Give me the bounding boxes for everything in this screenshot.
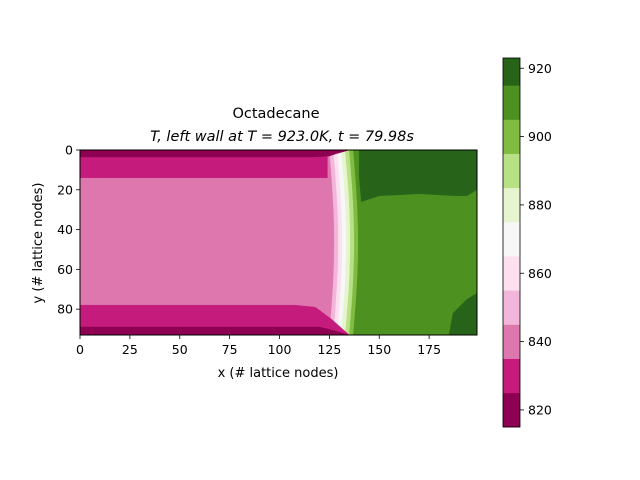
x-tick-label: 175: [417, 342, 441, 357]
contour-band-915-923-corner: [448, 292, 477, 335]
x-axis: 0 25 50 75 100 125 150 175: [76, 335, 441, 357]
contour-band-815-825-bottom: [80, 326, 350, 335]
y-tick-label: 0: [65, 143, 73, 158]
contour-band-815-825-top: [80, 150, 350, 158]
colorbar-segment: [503, 119, 520, 154]
colorbar-tick-label: 900: [528, 129, 552, 144]
contour-band-905-915: [353, 150, 477, 335]
x-tick-label: 125: [317, 342, 341, 357]
x-tick-label: 150: [367, 342, 391, 357]
colorbar-segment: [503, 85, 520, 120]
contour-band-915-923-top: [359, 150, 477, 202]
x-axis-label: x (# lattice nodes): [218, 366, 339, 381]
x-tick-label: 0: [76, 342, 84, 357]
y-tick-label: 40: [57, 222, 73, 237]
colorbar-segment: [503, 256, 520, 291]
colorbar-tick-label: 860: [528, 266, 552, 281]
colorbar-tick-label: 840: [528, 334, 552, 349]
colorbar-segment: [503, 222, 520, 257]
chart-title: Octadecane: [232, 106, 319, 122]
chart-subtitle: T, left wall at T = 923.0K, t = 79.98s: [150, 129, 414, 145]
contour-field: [80, 150, 477, 335]
x-tick-label: 75: [222, 342, 238, 357]
x-tick-label: 50: [172, 342, 188, 357]
y-tick-label: 80: [57, 302, 73, 317]
colorbar-tick-label: 820: [528, 402, 552, 417]
colorbar-segment: [503, 324, 520, 359]
colorbar-segment: [503, 58, 520, 86]
colorbar-segment: [503, 358, 520, 394]
colorbar-tick-label: 920: [528, 61, 552, 76]
plot-frame: [79, 149, 478, 336]
colorbar-segment: [503, 153, 520, 189]
colorbar-frame: [502, 57, 521, 428]
colorbar-tick-label: 880: [528, 197, 552, 212]
colorbar: 820 840 860 880 900 920: [502, 57, 552, 428]
x-tick-label: 25: [122, 342, 138, 357]
y-axis-label: y (# lattice nodes): [31, 183, 46, 304]
colorbar-segment: [503, 290, 520, 325]
x-tick-label: 100: [268, 342, 292, 357]
y-tick-label: 60: [57, 262, 73, 277]
colorbar-segment: [503, 187, 520, 223]
colorbar-segment: [503, 392, 520, 428]
y-tick-label: 20: [57, 182, 73, 197]
y-axis: 0 20 40 60 80: [57, 143, 80, 317]
